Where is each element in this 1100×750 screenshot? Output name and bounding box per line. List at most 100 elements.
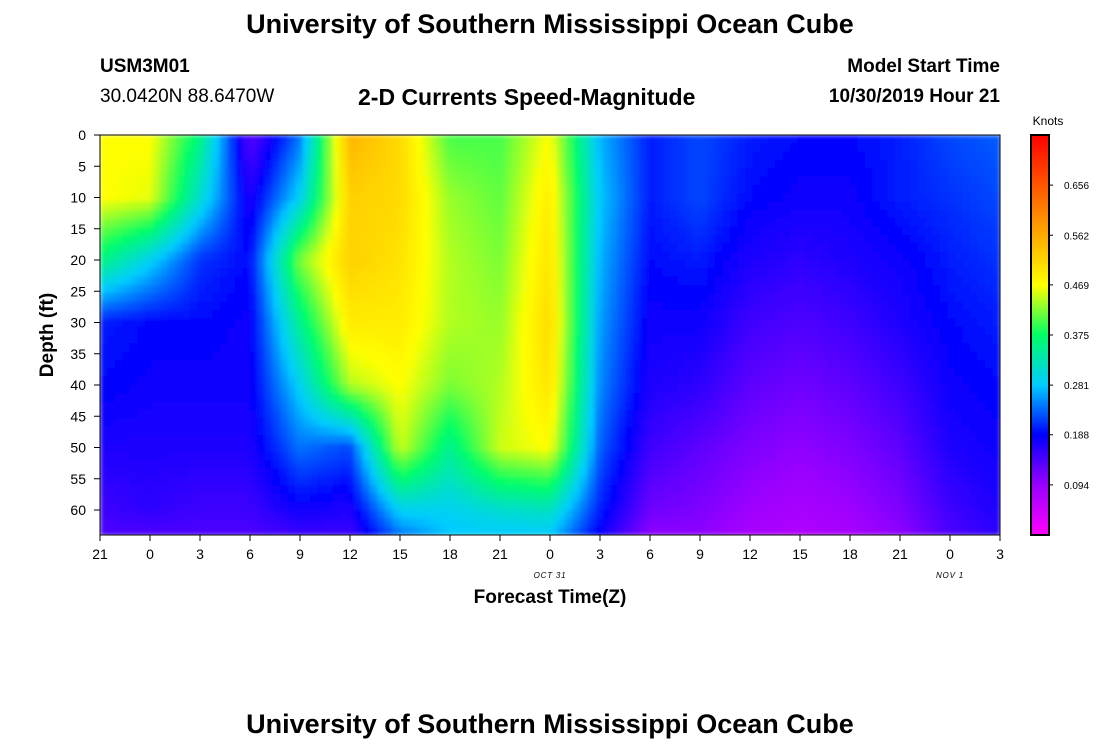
- heatmap-cell: [715, 276, 724, 286]
- heatmap-cell: [467, 476, 476, 486]
- heatmap-cell: [745, 326, 754, 336]
- heatmap-cell: [647, 193, 656, 203]
- heatmap-cell: [152, 451, 161, 461]
- heatmap-cell: [587, 210, 596, 220]
- heatmap-cell: [677, 135, 686, 145]
- heatmap-cell: [445, 443, 454, 453]
- heatmap-cell: [257, 276, 266, 286]
- heatmap-cell: [452, 460, 461, 470]
- heatmap-cell: [490, 460, 499, 470]
- heatmap-cell: [797, 285, 806, 295]
- heatmap-cell: [250, 526, 259, 535]
- heatmap-cell: [722, 176, 731, 186]
- heatmap-cell: [272, 235, 281, 245]
- heatmap-cell: [737, 151, 746, 161]
- heatmap-cell: [805, 376, 814, 386]
- heatmap-cell: [587, 168, 596, 178]
- heatmap-cell: [752, 218, 761, 228]
- heatmap-cell: [520, 443, 529, 453]
- heatmap-cell: [407, 185, 416, 195]
- heatmap-cell: [340, 460, 349, 470]
- heatmap-cell: [272, 368, 281, 378]
- heatmap-cell: [602, 460, 611, 470]
- heatmap-cell: [272, 285, 281, 295]
- heatmap-cell: [362, 185, 371, 195]
- heatmap-cell: [820, 460, 829, 470]
- heatmap-cell: [527, 518, 536, 528]
- heatmap-cell: [392, 326, 401, 336]
- heatmap-cell: [272, 460, 281, 470]
- heatmap-cell: [497, 226, 506, 236]
- heatmap-cell: [377, 518, 386, 528]
- heatmap-cell: [205, 335, 214, 345]
- heatmap-cell: [685, 143, 694, 153]
- heatmap-cell: [137, 410, 146, 420]
- heatmap-cell: [497, 301, 506, 311]
- heatmap-cell: [362, 343, 371, 353]
- heatmap-cell: [227, 268, 236, 278]
- heatmap-cell: [685, 176, 694, 186]
- heatmap-cell: [805, 368, 814, 378]
- model-start-label: Model Start Time: [847, 56, 1000, 77]
- heatmap-cell: [175, 143, 184, 153]
- heatmap-cell: [745, 193, 754, 203]
- heatmap-cell: [242, 426, 251, 436]
- heatmap-cell: [250, 385, 259, 395]
- heatmap-cell: [272, 418, 281, 428]
- heatmap-cell: [812, 501, 821, 511]
- heatmap-cell: [355, 160, 364, 170]
- heatmap-cell: [700, 410, 709, 420]
- heatmap-cell: [610, 151, 619, 161]
- heatmap-cell: [857, 518, 866, 528]
- heatmap-cell: [835, 193, 844, 203]
- heatmap-cell: [220, 193, 229, 203]
- heatmap-cell: [587, 493, 596, 503]
- heatmap-cell: [145, 243, 154, 253]
- heatmap-cell: [100, 526, 109, 535]
- heatmap-cell: [610, 476, 619, 486]
- heatmap-cell: [257, 410, 266, 420]
- heatmap-cell: [595, 351, 604, 361]
- heatmap-cell: [512, 451, 521, 461]
- heatmap-cell: [205, 493, 214, 503]
- heatmap-cell: [340, 326, 349, 336]
- heatmap-cell: [737, 185, 746, 195]
- heatmap-cell: [842, 243, 851, 253]
- heatmap-cell: [842, 526, 851, 535]
- heatmap-cell: [872, 368, 881, 378]
- heatmap-cell: [145, 385, 154, 395]
- heatmap-cell: [797, 218, 806, 228]
- heatmap-cell: [617, 276, 626, 286]
- heatmap-cell: [640, 426, 649, 436]
- heatmap-cell: [437, 326, 446, 336]
- heatmap-cell: [602, 151, 611, 161]
- heatmap-cell: [265, 310, 274, 320]
- heatmap-cell: [137, 401, 146, 411]
- heatmap-cell: [182, 460, 191, 470]
- heatmap-cell: [385, 243, 394, 253]
- heatmap-cell: [625, 293, 634, 303]
- heatmap-cell: [707, 410, 716, 420]
- heatmap-cell: [400, 510, 409, 520]
- heatmap-cell: [137, 418, 146, 428]
- heatmap-cell: [617, 460, 626, 470]
- heatmap-cell: [640, 518, 649, 528]
- heatmap-cell: [535, 326, 544, 336]
- heatmap-cell: [445, 285, 454, 295]
- heatmap-cell: [550, 426, 559, 436]
- heatmap-cell: [295, 393, 304, 403]
- heatmap-cell: [587, 268, 596, 278]
- heatmap-cell: [700, 201, 709, 211]
- heatmap-cell: [685, 276, 694, 286]
- heatmap-cell: [835, 301, 844, 311]
- heatmap-cell: [377, 160, 386, 170]
- heatmap-cell: [415, 151, 424, 161]
- heatmap-cell: [430, 210, 439, 220]
- heatmap-cell: [790, 301, 799, 311]
- heatmap-cell: [647, 243, 656, 253]
- heatmap-cell: [475, 176, 484, 186]
- heatmap-cell: [332, 151, 341, 161]
- heatmap-cell: [377, 168, 386, 178]
- heatmap-cell: [182, 168, 191, 178]
- heatmap-cell: [287, 143, 296, 153]
